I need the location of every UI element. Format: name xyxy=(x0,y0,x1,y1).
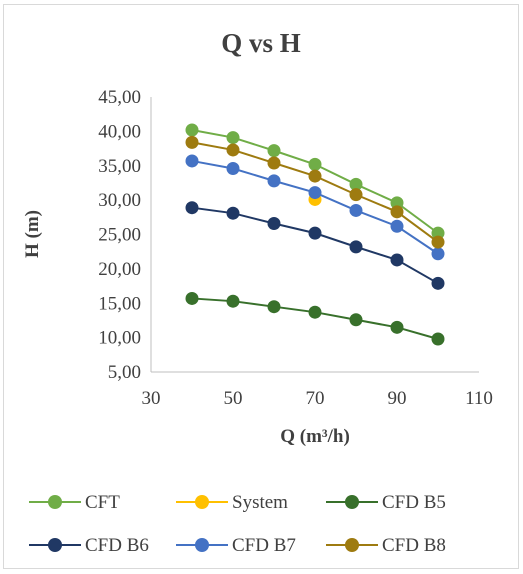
x-tick-label: 90 xyxy=(388,388,407,409)
axes: 5,00 10,00 15,00 20,00 25,00 30,00 35,00 40,00 4… xyxy=(98,87,493,409)
x-tick-label: 30 xyxy=(142,388,161,409)
y-axis-title: H (m) xyxy=(22,210,43,258)
y-tick-label: 5,00 xyxy=(108,362,141,383)
x-tick-label: 70 xyxy=(306,388,325,409)
legend-item: System xyxy=(176,492,288,513)
data-point xyxy=(308,186,322,200)
data-point xyxy=(431,247,445,261)
x-tick-label: 50 xyxy=(224,388,243,409)
legend-item: CFD B7 xyxy=(176,535,296,556)
legend-label: CFD B5 xyxy=(382,492,446,513)
data-point xyxy=(308,157,322,171)
series-cfd-b6 xyxy=(185,201,445,290)
data-point xyxy=(390,320,404,334)
y-tick-label: 45,00 xyxy=(98,87,141,108)
y-tick-label: 40,00 xyxy=(98,121,141,142)
data-point xyxy=(267,217,281,230)
data-point xyxy=(390,196,404,210)
legend-item: CFT xyxy=(29,492,120,513)
data-point xyxy=(267,174,281,188)
series-cft xyxy=(185,123,445,240)
y-tick-label: 30,00 xyxy=(98,190,141,211)
data-point xyxy=(390,219,404,233)
series-cfd-b5 xyxy=(185,291,445,346)
data-point xyxy=(267,300,281,314)
y-tick-label: 35,00 xyxy=(98,156,141,177)
legend-marker xyxy=(195,495,209,509)
data-point xyxy=(349,177,363,191)
data-point xyxy=(349,313,363,327)
data-point xyxy=(308,226,322,240)
legend-marker xyxy=(48,538,62,552)
chart-title: Q vs H xyxy=(221,28,301,58)
data-point xyxy=(226,131,240,145)
data-point xyxy=(308,169,322,183)
y-tick-label: 20,00 xyxy=(98,259,141,280)
data-point xyxy=(267,144,281,158)
legend-label: CFD B6 xyxy=(85,535,149,556)
legend-label: CFT xyxy=(85,492,120,513)
legend-marker xyxy=(195,538,209,552)
data-point xyxy=(431,332,445,346)
data-point xyxy=(226,294,240,308)
legend-item: CFD B6 xyxy=(29,535,149,556)
data-point xyxy=(185,291,199,305)
data-point xyxy=(185,123,199,137)
data-point xyxy=(267,156,281,170)
x-axis-title: Q (m³/h) xyxy=(280,426,350,447)
legend: CFT System CFD B5 CFD B6 CFD B7 CFD B8 xyxy=(29,492,446,556)
series-cfd-b8 xyxy=(185,135,445,249)
legend-item: CFD B8 xyxy=(326,535,446,556)
data-point xyxy=(349,240,363,254)
data-point xyxy=(226,143,240,157)
legend-marker xyxy=(345,495,359,509)
data-point xyxy=(431,276,445,290)
series-cfd-b7 xyxy=(185,154,445,261)
legend-marker xyxy=(345,538,359,552)
data-point xyxy=(431,235,445,249)
data-point xyxy=(226,162,240,175)
legend-label: System xyxy=(232,492,288,513)
legend-item: CFD B5 xyxy=(326,492,446,513)
legend-marker xyxy=(48,495,62,509)
data-point xyxy=(185,201,199,215)
data-point xyxy=(390,253,404,267)
data-point xyxy=(308,305,322,319)
data-point xyxy=(349,188,363,202)
legend-label: CFD B8 xyxy=(382,535,446,556)
data-point xyxy=(185,135,199,149)
y-tick-label: 15,00 xyxy=(98,293,141,314)
data-point xyxy=(226,206,240,220)
data-point xyxy=(185,154,199,168)
series-line xyxy=(191,206,439,285)
legend-label: CFD B7 xyxy=(232,535,296,556)
x-tick-label: 110 xyxy=(465,388,493,409)
plot-series xyxy=(185,123,445,346)
y-tick-label: 25,00 xyxy=(98,225,141,246)
data-point xyxy=(349,203,363,217)
y-tick-label: 10,00 xyxy=(98,328,141,349)
data-point xyxy=(390,205,404,219)
data-point xyxy=(431,226,445,240)
